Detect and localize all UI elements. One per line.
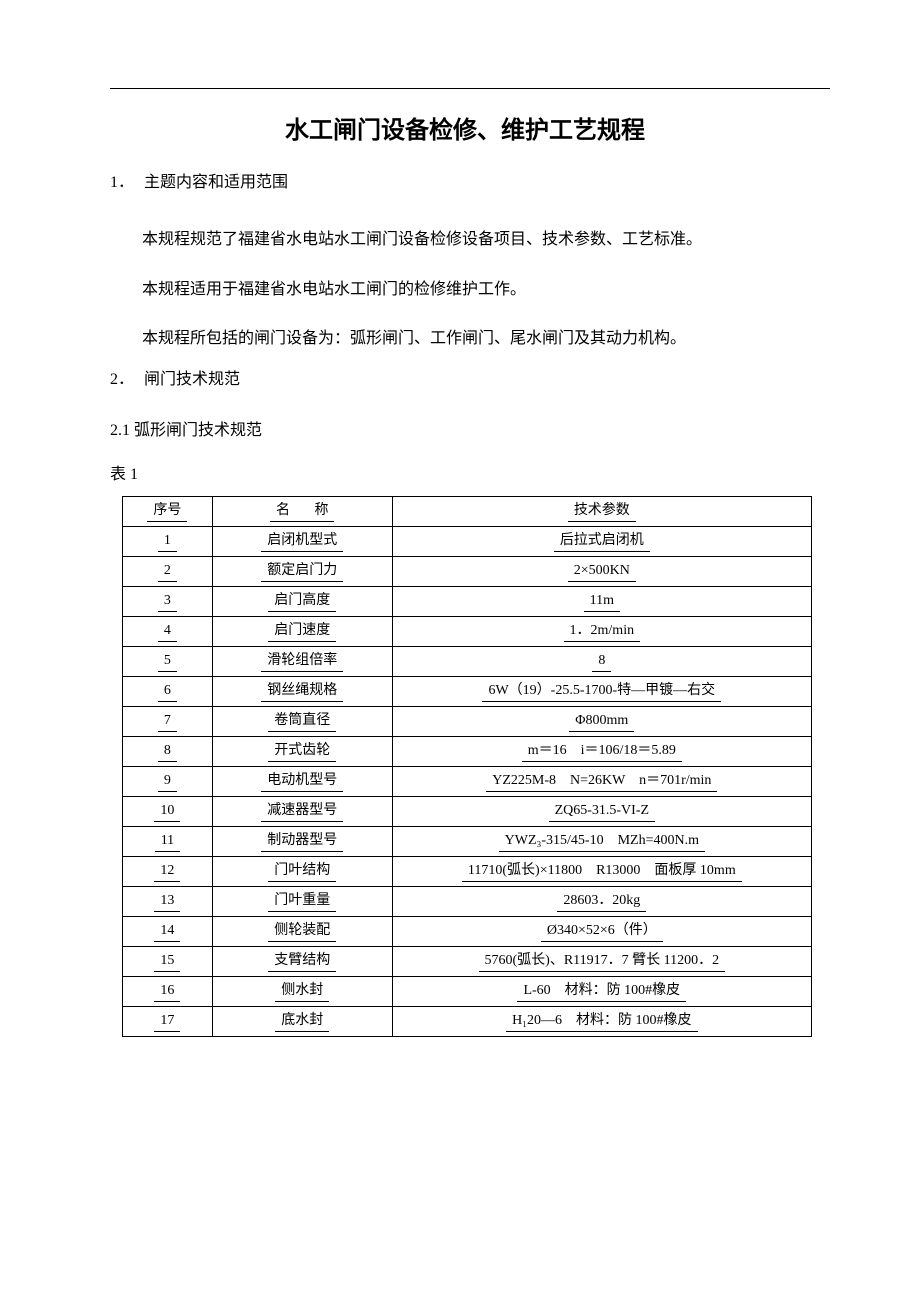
table-cell-seq: 8 xyxy=(123,736,213,766)
table-cell-param: L-60 材料：防 100#橡皮 xyxy=(392,976,811,1006)
table-cell-name: 启门速度 xyxy=(212,616,392,646)
table-cell-param: Φ800mm xyxy=(392,706,811,736)
table-cell-name: 钢丝绳规格 xyxy=(212,676,392,706)
table-row: 17底水封H₁20—6 材料：防 100#橡皮 xyxy=(123,1006,812,1036)
table-row: 15支臂结构5760(弧长)、R11917．7 臂长 11200．2 xyxy=(123,946,812,976)
section-1-text: 主题内容和适用范围 xyxy=(144,174,288,191)
table-row: 16侧水封L-60 材料：防 100#橡皮 xyxy=(123,976,812,1006)
table-cell-seq: 10 xyxy=(123,796,213,826)
table-cell-param: 8 xyxy=(392,646,811,676)
table-cell-seq: 9 xyxy=(123,766,213,796)
table-cell-seq: 13 xyxy=(123,886,213,916)
section-1-heading: 1． 主题内容和适用范围 xyxy=(110,171,820,195)
table-1-label: 表 1 xyxy=(110,460,820,484)
table-cell-name: 额定启门力 xyxy=(212,556,392,586)
table-cell-name: 启门高度 xyxy=(212,586,392,616)
table-row: 8开式齿轮m＝16 i＝106/18＝5.89 xyxy=(123,736,812,766)
table-row: 4启门速度1．2m/min xyxy=(123,616,812,646)
table-row: 10减速器型号ZQ65-31.5-VI-Z xyxy=(123,796,812,826)
table-row: 6钢丝绳规格6W（19）-25.5-1700-特—甲镀—右交 xyxy=(123,676,812,706)
table-cell-seq: 15 xyxy=(123,946,213,976)
table-header-param: 技术参数 xyxy=(392,496,811,526)
table-cell-seq: 11 xyxy=(123,826,213,856)
table-cell-seq: 4 xyxy=(123,616,213,646)
table-cell-seq: 1 xyxy=(123,526,213,556)
table-cell-seq: 17 xyxy=(123,1006,213,1036)
table-row: 1启闭机型式后拉式启闭机 xyxy=(123,526,812,556)
table-cell-param: YZ225M-8 N=26KW n＝701r/min xyxy=(392,766,811,796)
table-cell-name: 侧水封 xyxy=(212,976,392,1006)
table-cell-param: m＝16 i＝106/18＝5.89 xyxy=(392,736,811,766)
table-cell-seq: 14 xyxy=(123,916,213,946)
section-1-paragraph-3: 本规程所包括的闸门设备为：弧形闸门、工作闸门、尾水闸门及其动力机构。 xyxy=(110,318,820,360)
table-cell-param: 6W（19）-25.5-1700-特—甲镀—右交 xyxy=(392,676,811,706)
table-cell-name: 滑轮组倍率 xyxy=(212,646,392,676)
table-cell-param: 1．2m/min xyxy=(392,616,811,646)
table-cell-name: 侧轮装配 xyxy=(212,916,392,946)
table-cell-seq: 7 xyxy=(123,706,213,736)
table-cell-param: 11m xyxy=(392,586,811,616)
table-row: 5滑轮组倍率8 xyxy=(123,646,812,676)
table-row: 12门叶结构11710(弧长)×11800 R13000 面板厚 10mm xyxy=(123,856,812,886)
table-header-name: 名 称 xyxy=(212,496,392,526)
table-cell-name: 电动机型号 xyxy=(212,766,392,796)
table-row: 2额定启门力2×500KN xyxy=(123,556,812,586)
table-cell-name: 减速器型号 xyxy=(212,796,392,826)
table-row: 3启门高度11m xyxy=(123,586,812,616)
table-cell-param: Ø340×52×6（件） xyxy=(392,916,811,946)
table-cell-name: 制动器型号 xyxy=(212,826,392,856)
table-cell-param: 5760(弧长)、R11917．7 臂长 11200．2 xyxy=(392,946,811,976)
table-cell-param: 后拉式启闭机 xyxy=(392,526,811,556)
table-cell-param: YWZ₃-315/45-10 MZh=400N.m xyxy=(392,826,811,856)
table-cell-param: 2×500KN xyxy=(392,556,811,586)
section-1-number: 1． xyxy=(110,171,134,195)
table-header-seq: 序号 xyxy=(123,496,213,526)
section-2-1-heading: 2.1 弧形闸门技术规范 xyxy=(110,416,820,440)
table-cell-seq: 3 xyxy=(123,586,213,616)
table-cell-name: 卷筒直径 xyxy=(212,706,392,736)
section-2-number: 2． xyxy=(110,368,134,392)
table-cell-name: 门叶重量 xyxy=(212,886,392,916)
table-cell-name: 启闭机型式 xyxy=(212,526,392,556)
table-row: 13门叶重量28603．20kg xyxy=(123,886,812,916)
table-cell-seq: 5 xyxy=(123,646,213,676)
table-row: 7卷筒直径Φ800mm xyxy=(123,706,812,736)
table-cell-param: 11710(弧长)×11800 R13000 面板厚 10mm xyxy=(392,856,811,886)
table-row: 11制动器型号YWZ₃-315/45-10 MZh=400N.m xyxy=(123,826,812,856)
table-row: 9电动机型号YZ225M-8 N=26KW n＝701r/min xyxy=(123,766,812,796)
table-cell-seq: 16 xyxy=(123,976,213,1006)
table-cell-param: 28603．20kg xyxy=(392,886,811,916)
section-1-paragraph-1: 本规程规范了福建省水电站水工闸门设备检修设备项目、技术参数、工艺标准。 xyxy=(110,219,820,261)
table-cell-name: 门叶结构 xyxy=(212,856,392,886)
table-1: 序号 名 称 技术参数 1启闭机型式后拉式启闭机2额定启门力2×500KN3启门… xyxy=(122,496,812,1037)
table-cell-param: ZQ65-31.5-VI-Z xyxy=(392,796,811,826)
page-title: 水工闸门设备检修、维护工艺规程 xyxy=(110,110,820,145)
section-2-text: 闸门技术规范 xyxy=(144,371,240,388)
table-cell-seq: 6 xyxy=(123,676,213,706)
section-1-paragraph-2: 本规程适用于福建省水电站水工闸门的检修维护工作。 xyxy=(110,269,820,311)
table-cell-name: 底水封 xyxy=(212,1006,392,1036)
table-cell-seq: 2 xyxy=(123,556,213,586)
table-cell-param: H₁20—6 材料：防 100#橡皮 xyxy=(392,1006,811,1036)
header-rule xyxy=(110,88,830,89)
section-2-heading: 2． 闸门技术规范 xyxy=(110,368,820,392)
table-cell-name: 开式齿轮 xyxy=(212,736,392,766)
table-header-row: 序号 名 称 技术参数 xyxy=(123,496,812,526)
table-1-body: 1启闭机型式后拉式启闭机2额定启门力2×500KN3启门高度11m4启门速度1．… xyxy=(123,526,812,1036)
table-row: 14侧轮装配Ø340×52×6（件） xyxy=(123,916,812,946)
table-cell-seq: 12 xyxy=(123,856,213,886)
table-cell-name: 支臂结构 xyxy=(212,946,392,976)
